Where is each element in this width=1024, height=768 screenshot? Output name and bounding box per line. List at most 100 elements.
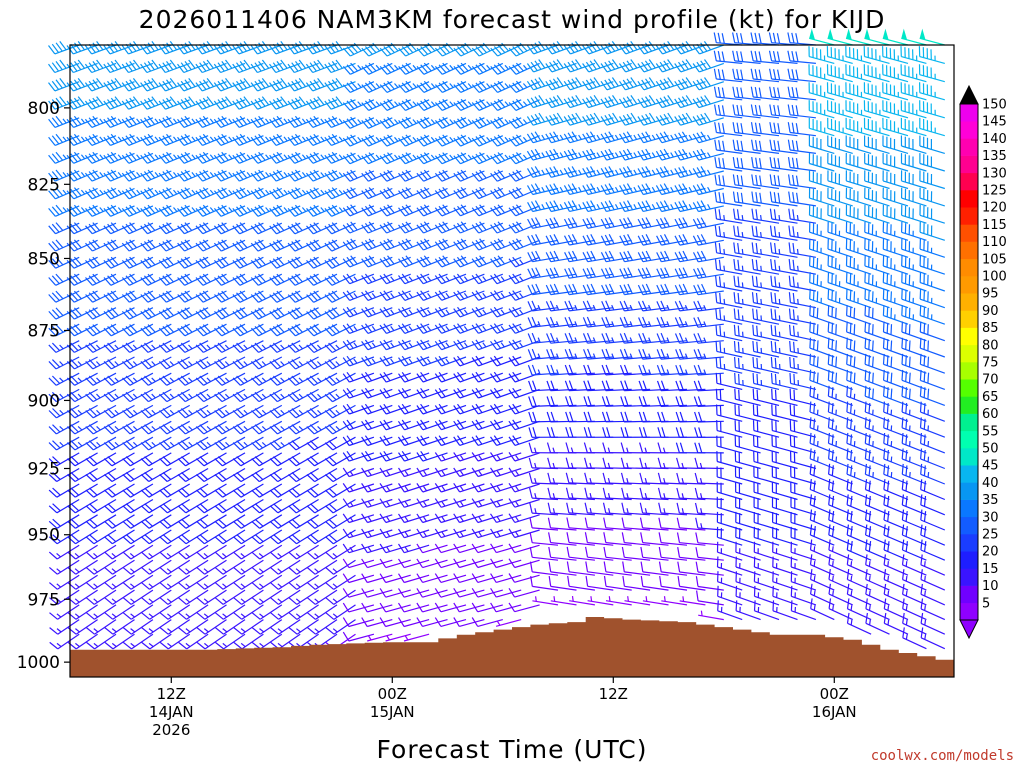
wind-barb (900, 100, 927, 119)
wind-barb (920, 627, 946, 650)
wind-barb (621, 517, 651, 531)
wind-barb (306, 239, 338, 252)
wind-barb (85, 256, 117, 269)
wind-barb (788, 292, 817, 309)
wind-barb (324, 436, 356, 451)
wind-barb (342, 273, 375, 285)
wind-barb (619, 77, 651, 91)
wind-barb (398, 450, 430, 462)
wind-barb (178, 589, 209, 605)
wind-barb (865, 509, 890, 531)
wind-barb (195, 467, 227, 483)
wind-barb (324, 483, 356, 498)
wind-barb (122, 544, 154, 560)
wind-barb (827, 385, 853, 406)
wind-barb (434, 573, 467, 583)
wind-barb (602, 502, 632, 516)
wind-barb (490, 290, 522, 301)
wind-barb (901, 432, 927, 454)
wind-barb (769, 122, 798, 137)
wind-barb (508, 371, 540, 383)
wind-barb (270, 604, 301, 620)
wind-barb (196, 483, 227, 498)
wind-barb (196, 514, 227, 529)
wind-barb (788, 275, 817, 292)
wind-barb (920, 509, 946, 531)
wind-barb (694, 472, 724, 485)
wind-barb (693, 380, 724, 392)
wind-barb (140, 59, 172, 74)
wind-barb (864, 170, 890, 190)
wind-barb (434, 323, 467, 334)
wind-barb (287, 420, 319, 435)
wind-barb (379, 371, 411, 383)
wind-barb (103, 204, 135, 217)
wind-barb (692, 148, 724, 161)
wind-barb (453, 452, 485, 462)
wind-barb (471, 290, 504, 301)
wind-barb (361, 134, 393, 147)
wind-barb (103, 483, 135, 498)
wind-barb (714, 139, 743, 154)
wind-barb (85, 222, 117, 235)
wind-barb (434, 255, 467, 268)
wind-barb (288, 483, 319, 498)
wind-barb (772, 571, 798, 591)
wind-barb (490, 452, 522, 462)
wind-barb (434, 558, 467, 569)
wind-barb (342, 187, 375, 200)
wind-barb (901, 494, 927, 516)
wind-barb (846, 385, 872, 406)
wind-barb (732, 68, 761, 83)
wind-barb (195, 273, 227, 286)
wind-barb (342, 435, 375, 447)
wind-barb (828, 494, 853, 516)
wind-barb (753, 496, 780, 516)
wind-barb (545, 95, 577, 109)
wind-barb (48, 256, 80, 269)
colorbar-swatch (960, 293, 978, 311)
wind-barb (121, 78, 154, 92)
wind-barb (639, 472, 669, 485)
wind-barb (215, 633, 246, 650)
colorbar-label: 80 (982, 338, 999, 353)
wind-barb (901, 463, 927, 485)
wind-barb (434, 387, 467, 399)
wind-barb (471, 306, 504, 318)
wind-barb (287, 388, 319, 403)
wind-barb (809, 417, 835, 438)
wind-barb (288, 619, 319, 635)
wind-barb (715, 340, 743, 358)
wind-barb (251, 372, 283, 386)
colorbar-low-arrow (959, 619, 979, 640)
wind-barb (159, 498, 191, 514)
wind-barb (471, 339, 504, 351)
wind-barb (846, 321, 872, 342)
wind-barb (342, 238, 375, 251)
wind-barb (655, 166, 688, 178)
wind-barb (883, 463, 909, 485)
wind-barb (398, 62, 430, 75)
wind-barb (919, 28, 945, 46)
wind-barb (159, 633, 191, 650)
wind-barb (453, 587, 485, 598)
wind-barb (288, 514, 319, 529)
wind-barb (752, 340, 780, 358)
wind-barb (48, 239, 80, 252)
wind-barb (85, 356, 117, 370)
wind-barb (900, 170, 927, 190)
wind-barb (716, 420, 743, 438)
wind-barb (103, 222, 135, 235)
wind-barb (864, 463, 890, 485)
wind-barb (787, 86, 816, 101)
wind-barb (603, 575, 632, 591)
wind-barb (735, 585, 761, 606)
wind-barb (864, 238, 890, 258)
wind-barb (379, 323, 411, 334)
wind-barb (920, 583, 946, 606)
wind-barb (471, 152, 504, 165)
wind-barb (864, 204, 890, 224)
wind-barb (342, 62, 375, 75)
wind-barb (639, 487, 669, 501)
wind-barb (508, 435, 540, 446)
